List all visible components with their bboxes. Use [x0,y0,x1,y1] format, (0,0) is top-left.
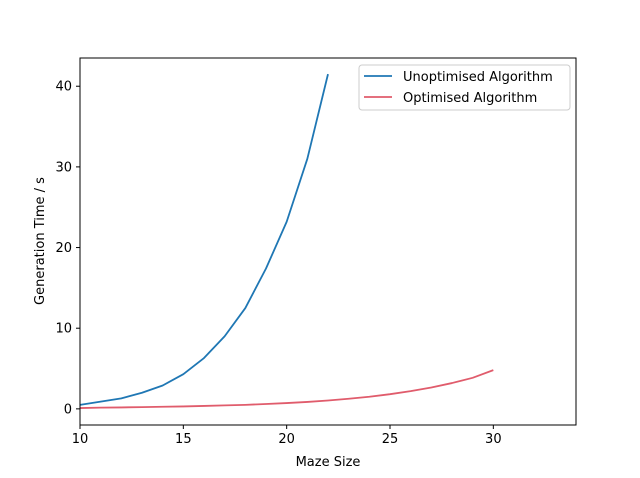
plot-frame [79,57,577,426]
x-tick-label: 25 [382,432,399,447]
legend-label: Unoptimised Algorithm [403,70,553,85]
y-tick-label: 20 [55,241,72,256]
y-tick-label: 0 [64,402,72,417]
x-tick-label: 30 [485,432,502,447]
x-axis: 10 15 20 25 30 [72,425,502,447]
y-axis-label: Generation Time / s [33,177,48,305]
legend-label: Optimised Algorithm [403,91,537,106]
x-axis-label: Maze Size [296,455,361,470]
x-tick-label: 20 [278,432,295,447]
x-tick-label: 15 [175,432,192,447]
y-axis: 0 10 20 30 40 [55,80,80,417]
legend-box [358,64,571,111]
series-line-unoptimised [79,73,329,406]
series-layer [79,73,494,409]
y-tick-label: 40 [55,80,72,95]
x-tick-label: 10 [72,432,89,447]
y-tick-label: 10 [55,322,72,337]
series-line-optimised [79,369,494,409]
legend: Unoptimised Algorithm Optimised Algorithm [358,64,571,111]
y-tick-label: 30 [55,160,72,175]
